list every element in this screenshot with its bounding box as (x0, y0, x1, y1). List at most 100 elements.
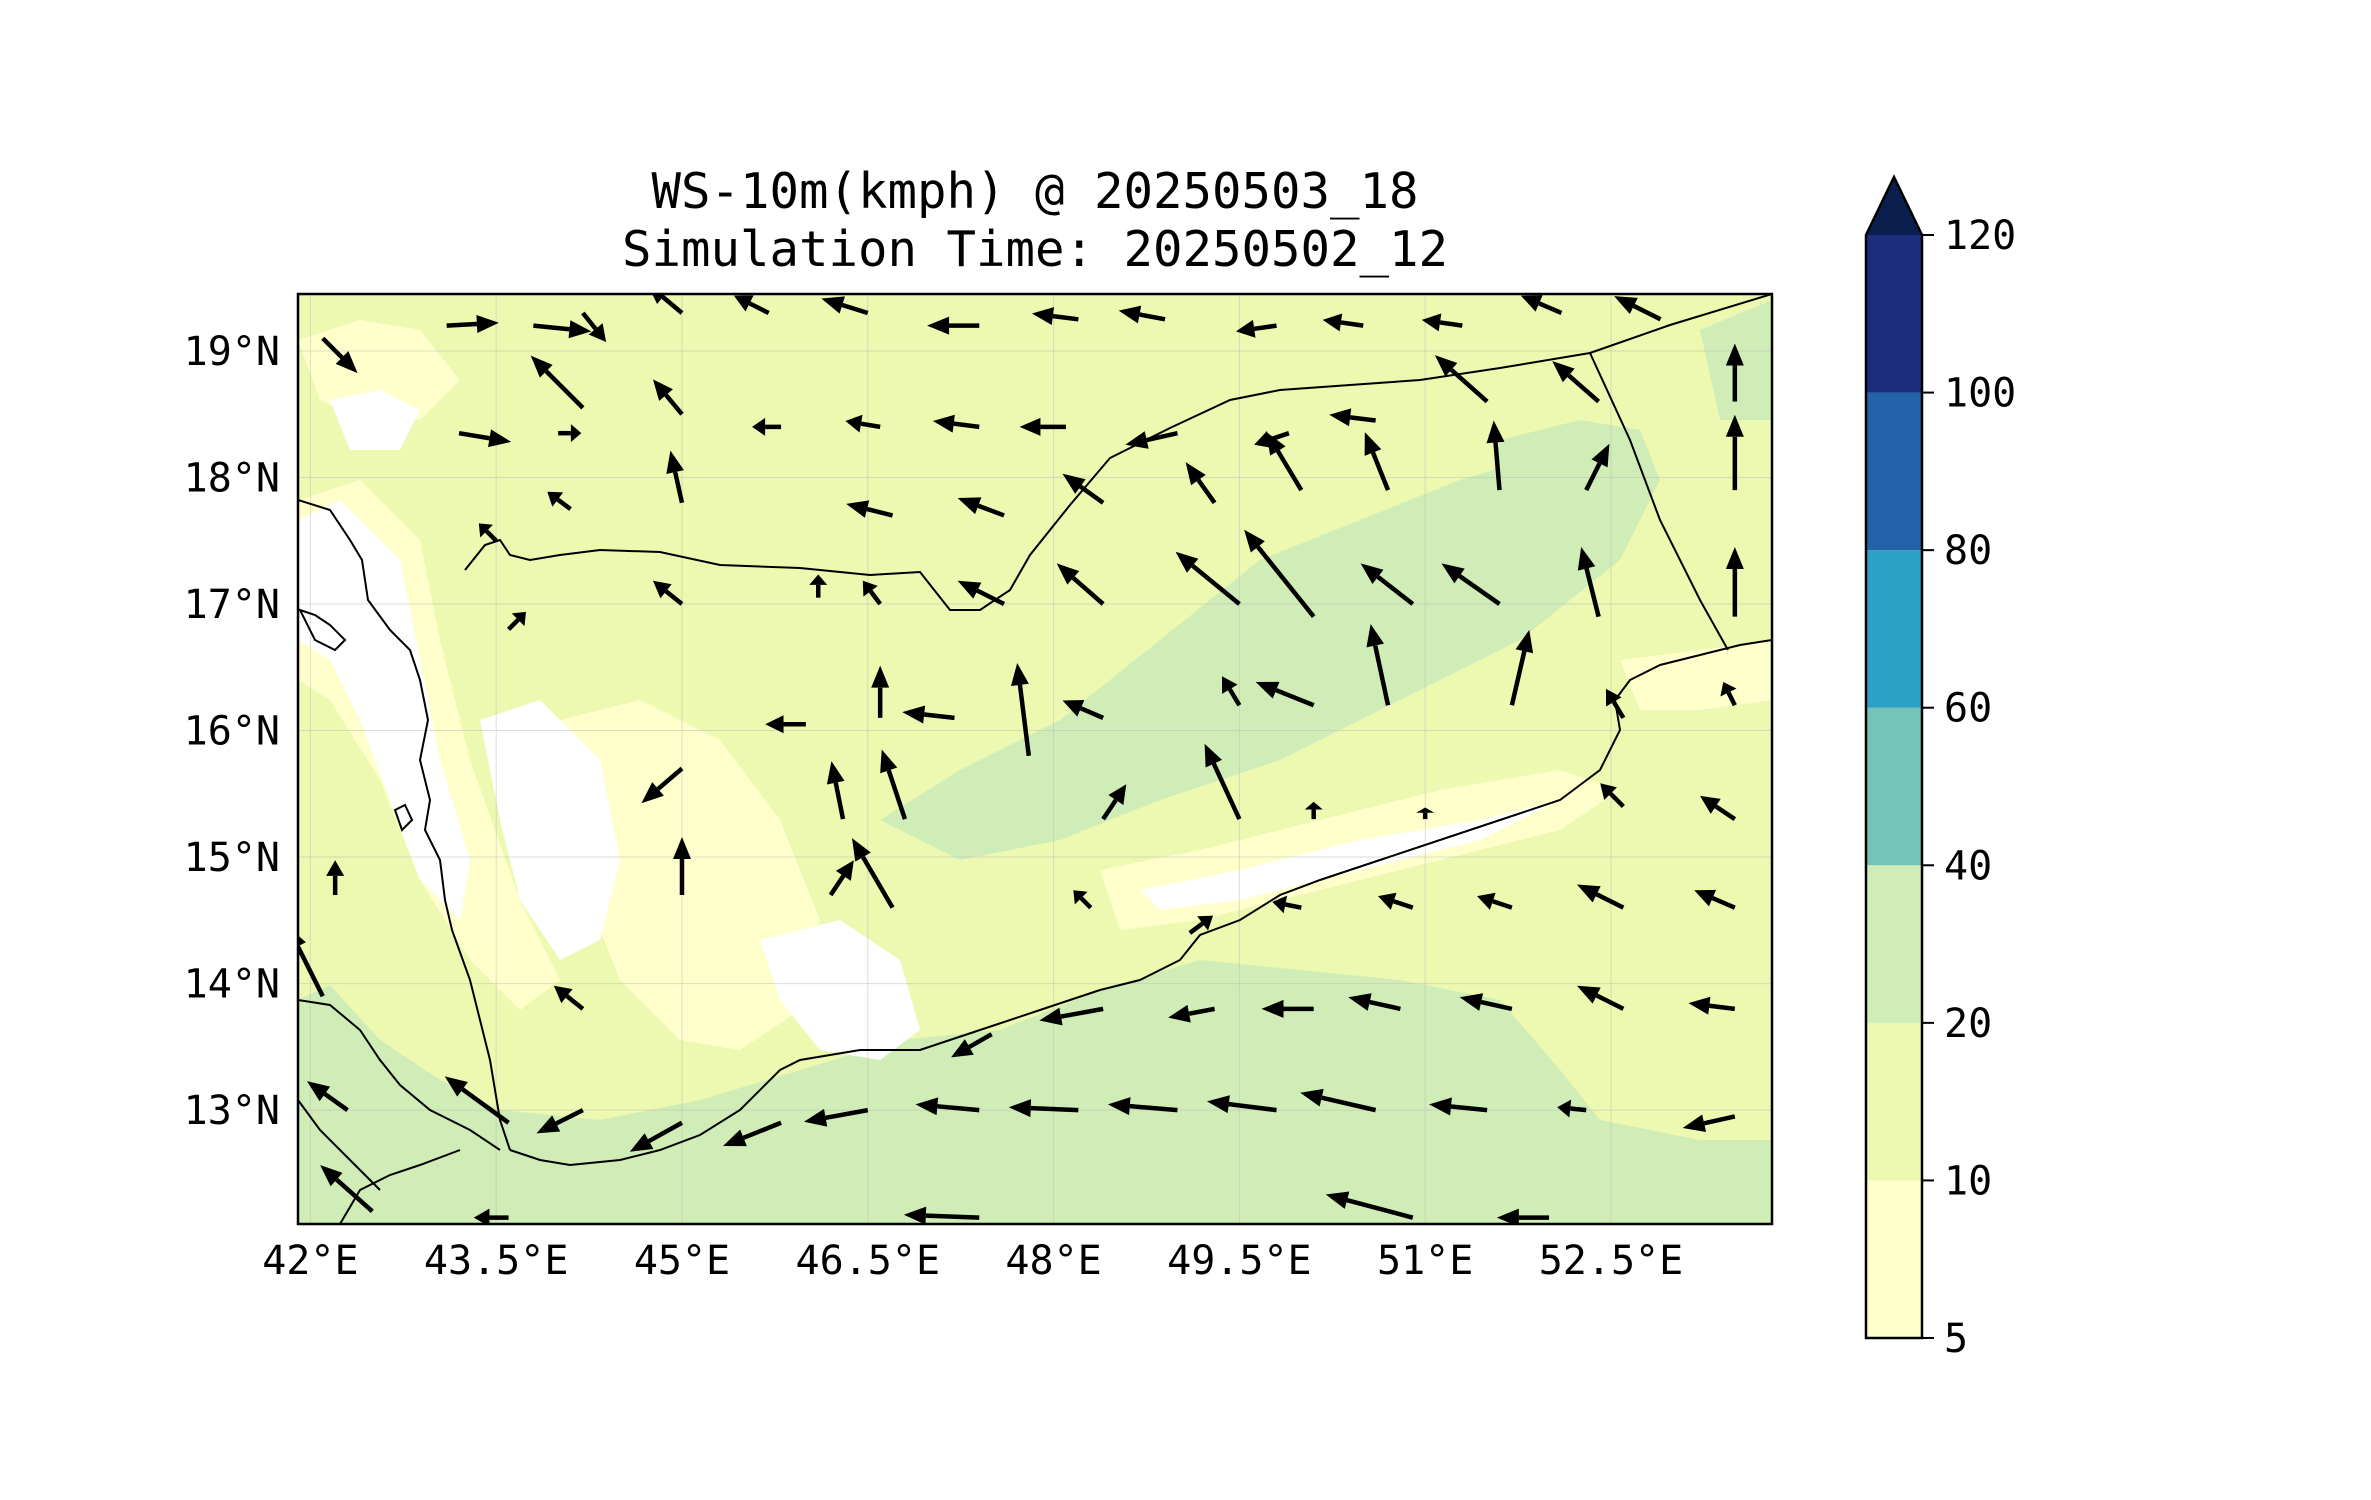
kamaran-island (393, 803, 414, 832)
wind-arrow (1168, 1004, 1216, 1023)
lon-tick-label: 49.5°E (1167, 1238, 1312, 1284)
colorbar-segment (1866, 865, 1922, 1023)
wind-arrow (506, 611, 526, 631)
wind-arrow (652, 580, 684, 606)
wind-arrow (666, 450, 685, 504)
wind-arrow (1725, 414, 1744, 491)
wind-arrow (1107, 1097, 1178, 1116)
wind-arrow (306, 1081, 349, 1112)
wind-arrow (1557, 1099, 1587, 1118)
wind-arrow (1255, 681, 1315, 708)
wind-arrow (558, 424, 582, 443)
map-title: WS-10m(kmph) @ 20250503_18 (651, 163, 1418, 220)
wind-arrow (1039, 1006, 1104, 1026)
colorbar-segment (1866, 707, 1922, 866)
wind-arrow (846, 500, 894, 518)
wind-arrow (1725, 547, 1744, 617)
lat-tick-label: 19°N (184, 329, 280, 375)
wind-arrow (1577, 547, 1601, 618)
wind-arrow (1235, 319, 1277, 338)
lat-tick-label: 14°N (184, 962, 280, 1008)
wind-arrow (530, 355, 585, 410)
wind-arrow (547, 491, 572, 511)
wind-arrow (1364, 432, 1391, 491)
wind-arrow (1360, 563, 1415, 606)
lon-tick-label: 52.5°E (1539, 1238, 1684, 1284)
wind-arrow (320, 1164, 374, 1214)
wind-arrow (733, 295, 770, 315)
lon-tick-label: 42°E (262, 1238, 358, 1284)
wind-arrow (1125, 430, 1178, 449)
lat-tick-label: 15°N (184, 835, 280, 881)
lat-tick-label: 13°N (184, 1088, 280, 1134)
djibouti-border (339, 1149, 461, 1224)
wind-arrow (957, 580, 1006, 607)
map-panel: 42°E 43.5°E 45°E 46.5°E 48°E 49.5°E 51°E 52.5°E… (184, 292, 1774, 1284)
lat-tick-label: 17°N (184, 582, 280, 628)
wind-arrow (1421, 313, 1463, 332)
lon-tick-label: 43.5°E (424, 1238, 569, 1284)
wind-arrow (1459, 993, 1513, 1012)
lon-tick-label: 51°E (1377, 1238, 1473, 1284)
gridlines (298, 294, 1772, 1224)
wind-arrow (1441, 563, 1501, 606)
wind-speed-below-5-north (330, 390, 420, 450)
saudi-yemen-border (464, 352, 1591, 611)
wind-arrow (1377, 892, 1414, 910)
simulation-time-subtitle: Simulation Time: 20250502_12 (622, 221, 1448, 278)
wind-arrow (1694, 889, 1736, 910)
wind-arrow (1614, 296, 1662, 322)
wind-arrow (533, 320, 592, 339)
colorbar-tick-label: 60 (1944, 686, 1992, 732)
wind-speed-20-40-plateau (880, 430, 1660, 860)
wind-speed-below-5-gulf (1140, 800, 1560, 910)
wind-arrow (723, 1120, 782, 1147)
wind-arrow (1244, 529, 1316, 619)
wind-arrow (765, 715, 806, 734)
wind-arrow (932, 414, 980, 433)
wind-arrow (1206, 1095, 1277, 1114)
red-sea-coast (298, 499, 511, 1151)
saudi-oman-border (1589, 294, 1772, 354)
wind-arrow (1175, 551, 1241, 606)
wind-arrow (809, 574, 828, 598)
wind-arrow (903, 1206, 980, 1224)
lon-tick-label: 45°E (634, 1238, 730, 1284)
wind-arrow (1584, 443, 1610, 492)
wind-arrow (1682, 1114, 1736, 1133)
african-coast (298, 999, 501, 1151)
wind-arrow (1056, 563, 1105, 606)
wind-arrow (851, 838, 895, 909)
wind-arrow (1019, 417, 1066, 436)
wind-arrow (1221, 676, 1242, 707)
longitude-axis: 42°E 43.5°E 45°E 46.5°E 48°E 49.5°E 51°E 52.5°E (262, 1238, 1683, 1284)
wind-arrow (1185, 462, 1217, 505)
wind-arrow (1101, 784, 1127, 821)
colorbar-segment (1866, 235, 1922, 393)
lat-tick-label: 16°N (184, 709, 280, 755)
wind-arrow (1348, 993, 1401, 1012)
wind-arrow (1300, 1088, 1377, 1113)
colorbar-outline (1864, 174, 1924, 1340)
wind-arrow (1031, 307, 1079, 326)
wind-arrow (1434, 355, 1489, 404)
colorbar-tick-label: 80 (1944, 528, 1992, 574)
wind-arrow (1118, 305, 1166, 324)
wind-arrow (473, 1208, 509, 1224)
wind-arrow (553, 985, 585, 1011)
wind-speed-20-40-south-band (298, 960, 1772, 1224)
wind-arrow (1073, 890, 1093, 910)
wind-arrow (1261, 999, 1314, 1018)
wind-arrow (1720, 682, 1737, 707)
wind-arrow (1725, 343, 1744, 402)
wind-arrow (1366, 624, 1391, 706)
wind-arrow (845, 414, 881, 433)
wind-arrow (951, 1032, 993, 1058)
wind-arrow (458, 429, 512, 448)
colorbar-segment (1866, 392, 1922, 551)
wind-vectors (298, 294, 1744, 1224)
wind-arrow (444, 1076, 510, 1125)
wind-arrow (478, 523, 498, 543)
eritrea-coast (298, 1099, 381, 1191)
